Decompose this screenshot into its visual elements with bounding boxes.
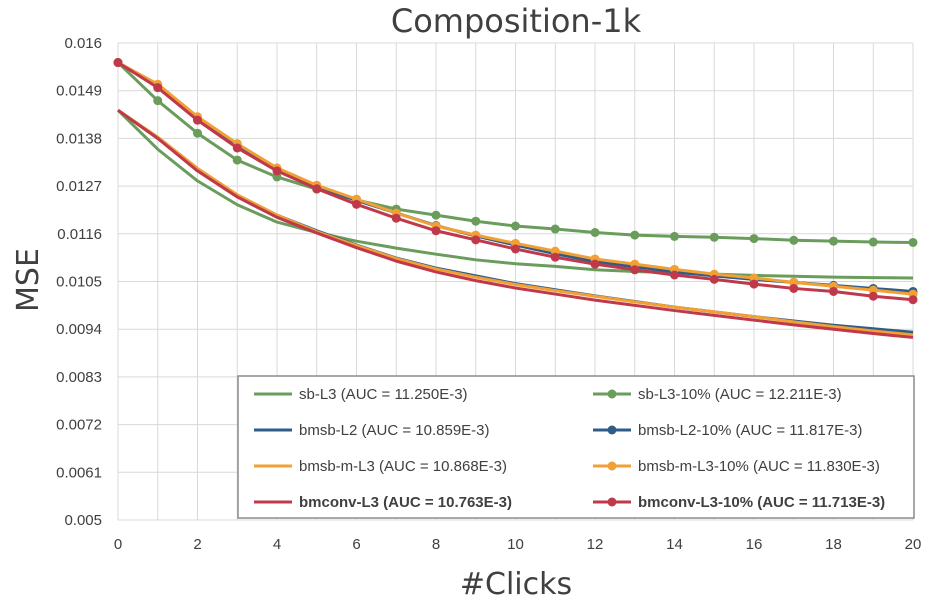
legend-label: sb-L3 (AUC = 11.250E-3) (299, 386, 468, 403)
data-point (670, 231, 679, 241)
data-point (153, 96, 163, 106)
data-point (630, 230, 640, 240)
x-tick-label: 14 (666, 536, 683, 553)
legend-box (237, 375, 915, 519)
y-tick-label: 0.0061 (56, 464, 102, 481)
data-point (153, 83, 163, 93)
data-point (829, 286, 838, 296)
y-tick-label: 0.0083 (56, 369, 102, 386)
data-point (749, 279, 759, 289)
legend-item: bmconv-L3 (AUC = 10.763E-3) (254, 494, 512, 511)
data-point (590, 227, 600, 237)
legend-marker (607, 425, 617, 435)
data-point (550, 224, 560, 234)
series-7 (117, 108, 914, 339)
legend-item: bmsb-m-L3 (AUC = 10.868E-3) (254, 458, 507, 475)
y-tick-label: 0.0149 (56, 83, 102, 100)
legend-marker (607, 497, 617, 507)
chart-title: Composition-1k (391, 2, 642, 40)
legend-marker (607, 461, 617, 471)
data-point (550, 252, 560, 262)
y-tick-label: 0.016 (64, 35, 102, 52)
data-point (590, 259, 600, 269)
series-line (117, 108, 914, 337)
data-point (471, 235, 481, 245)
y-tick-label: 0.0138 (56, 130, 102, 147)
legend-item: bmsb-L2-10% (AUC = 11.817E-3) (593, 422, 862, 439)
data-point (471, 216, 481, 226)
y-tick-label: 0.0072 (56, 417, 102, 434)
data-point (789, 235, 799, 245)
data-point (908, 295, 918, 305)
legend-item: sb-L3-10% (AUC = 12.211E-3) (593, 386, 842, 403)
x-tick-label: 2 (193, 536, 201, 553)
data-point (709, 274, 719, 284)
data-point (113, 58, 123, 68)
x-tick-label: 20 (905, 536, 922, 553)
legend-label: bmconv-L3 (AUC = 10.763E-3) (299, 494, 512, 511)
data-point (232, 143, 242, 153)
data-point (511, 221, 520, 231)
series-layer (113, 58, 918, 339)
legend-marker (607, 389, 617, 399)
data-point (352, 199, 361, 209)
x-tick-label: 0 (114, 536, 122, 553)
x-tick-label: 4 (273, 536, 281, 553)
data-point (312, 184, 322, 194)
data-point (193, 128, 202, 138)
legend-label: bmsb-m-L3 (AUC = 10.868E-3) (299, 458, 507, 475)
legend-label: bmconv-L3-10% (AUC = 11.713E-3) (638, 494, 885, 511)
y-tick-label: 0.0127 (56, 178, 102, 195)
data-point (709, 232, 719, 242)
y-tick-label: 0.0094 (56, 321, 102, 338)
data-point (431, 210, 441, 220)
x-axis-label: #Clicks (460, 567, 572, 602)
data-point (391, 213, 401, 223)
legend-item: bmsb-m-L3-10% (AUC = 11.830E-3) (593, 458, 880, 475)
series-8 (113, 58, 918, 305)
legend-label: bmsb-L2-10% (AUC = 11.817E-3) (638, 422, 862, 439)
data-point (511, 244, 520, 254)
x-tick-label: 16 (746, 536, 763, 553)
series-line (116, 109, 914, 280)
legend-label: bmsb-L2 (AUC = 10.859E-3) (299, 422, 490, 439)
data-point (193, 115, 202, 125)
legend-label: sb-L3-10% (AUC = 12.211E-3) (638, 386, 842, 403)
legend: sb-L3 (AUC = 11.250E-3) sb-L3-10% (AUC = … (237, 375, 915, 519)
data-point (908, 237, 918, 247)
y-tick-label: 0.005 (64, 512, 102, 529)
x-tick-label: 12 (587, 536, 604, 553)
y-tick-label: 0.0116 (57, 226, 102, 243)
legend-item: bmsb-L2 (AUC = 10.859E-3) (254, 422, 490, 439)
legend-item: bmconv-L3-10% (AUC = 11.713E-3) (593, 494, 885, 511)
legend-item: sb-L3 (AUC = 11.250E-3) (254, 386, 468, 403)
data-point (670, 270, 679, 280)
legend-label: bmsb-m-L3-10% (AUC = 11.830E-3) (638, 458, 880, 475)
series-5 (117, 108, 914, 337)
x-tick-label: 18 (825, 536, 842, 553)
data-point (789, 283, 799, 293)
axes: 0.005 0.0061 0.0072 0.0083 0.0094 0.0105 0.011… (56, 35, 921, 553)
data-point (868, 291, 878, 301)
data-point (431, 226, 441, 236)
data-point (868, 237, 878, 247)
x-tick-label: 6 (352, 536, 360, 553)
series-line (117, 108, 914, 339)
x-tick-label: 8 (432, 536, 440, 553)
series-1 (116, 109, 914, 280)
data-point (749, 234, 759, 244)
data-point (232, 155, 242, 165)
data-point (829, 236, 838, 246)
data-point (630, 265, 640, 275)
y-tick-label: 0.0105 (56, 274, 102, 291)
x-tick-label: 10 (507, 536, 524, 553)
data-point (272, 166, 282, 176)
y-axis-label: MSE (11, 248, 46, 312)
